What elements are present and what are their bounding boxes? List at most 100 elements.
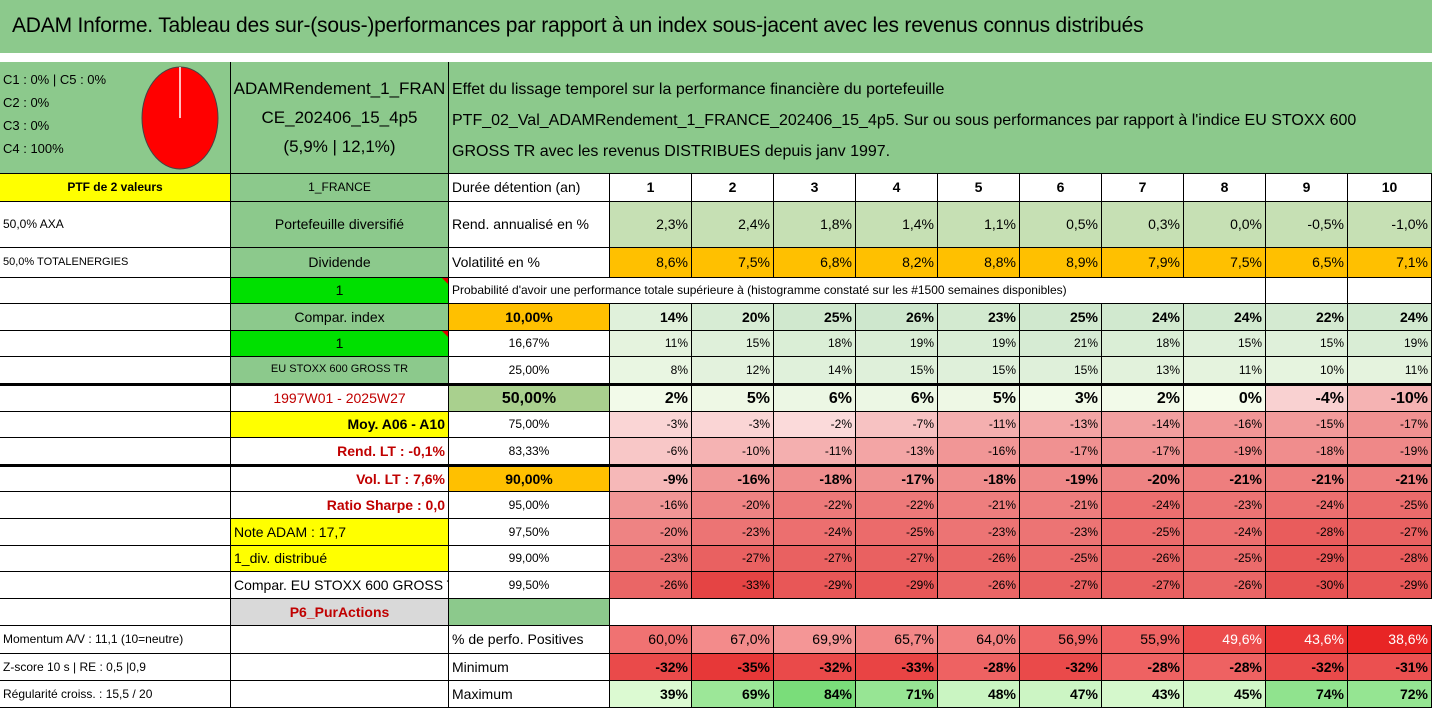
info-cell: Régularité croiss. : 15,5 / 20 bbox=[0, 681, 231, 708]
quantile-value: -28% bbox=[1266, 519, 1348, 546]
quantile-value: -9% bbox=[610, 465, 692, 492]
quantile-value: -21% bbox=[1020, 492, 1102, 519]
volatility-value: 7,1% bbox=[1348, 248, 1432, 278]
annualized-return-value: 0,0% bbox=[1184, 202, 1266, 248]
quantile-value: -22% bbox=[856, 492, 938, 519]
quantile-value: 11% bbox=[1348, 357, 1432, 384]
positive-performance-value: 56,9% bbox=[1020, 626, 1102, 654]
quantile-value: -22% bbox=[774, 492, 856, 519]
volatility-value: 8,2% bbox=[856, 248, 938, 278]
quantile-value: -18% bbox=[774, 465, 856, 492]
quantile-value: -11% bbox=[774, 438, 856, 465]
quantile-value: 15% bbox=[856, 357, 938, 384]
empty-cell bbox=[231, 681, 449, 708]
quantile-value: 15% bbox=[1266, 331, 1348, 357]
info-cell bbox=[0, 357, 231, 384]
info-cell bbox=[0, 384, 231, 412]
label-cell: Dividende bbox=[231, 248, 449, 278]
volatility-value: 8,6% bbox=[610, 248, 692, 278]
empty-cell bbox=[938, 599, 1020, 626]
quantile-value: -27% bbox=[774, 546, 856, 572]
quantile-value: -4% bbox=[1266, 384, 1348, 412]
info-cell bbox=[0, 331, 231, 357]
quantile-value: -23% bbox=[692, 519, 774, 546]
portfolio-name-line: CE_202406_15_4p5 bbox=[261, 108, 418, 127]
quantile-value: -25% bbox=[1184, 546, 1266, 572]
info-cell bbox=[0, 599, 231, 626]
annualized-return-value: 2,4% bbox=[692, 202, 774, 248]
volatility-value: 7,5% bbox=[1184, 248, 1266, 278]
quantile-value: 0% bbox=[1184, 384, 1266, 412]
empty-cell bbox=[1348, 599, 1432, 626]
quantile-value: 15% bbox=[1184, 331, 1266, 357]
quantile-value: 11% bbox=[1184, 357, 1266, 384]
quantile-value: -2% bbox=[774, 412, 856, 438]
positive-performance-value: 69,9% bbox=[774, 626, 856, 654]
quantile-value: -18% bbox=[938, 465, 1020, 492]
quantile-value: -24% bbox=[1184, 519, 1266, 546]
info-cell: Z-score 10 s | RE : 0,5 |0,9 bbox=[0, 654, 231, 681]
quantile-value: -11% bbox=[938, 412, 1020, 438]
quantile-value: 14% bbox=[774, 357, 856, 384]
quantile-value: -29% bbox=[1348, 572, 1432, 599]
quantile-value: -19% bbox=[1348, 438, 1432, 465]
quantile-value: 13% bbox=[1102, 357, 1184, 384]
minimum-value: -32% bbox=[774, 654, 856, 681]
maximum-value: 84% bbox=[774, 681, 856, 708]
quantile-value: 18% bbox=[774, 331, 856, 357]
quantile-value: 11% bbox=[610, 331, 692, 357]
quantile-value: -23% bbox=[1020, 519, 1102, 546]
probability-caption: Probabilité d'avoir une performance tota… bbox=[449, 278, 1266, 304]
quantile-value: -20% bbox=[692, 492, 774, 519]
label-cell: Portefeuille diversifié bbox=[231, 202, 449, 248]
positive-performance-value: 49,6% bbox=[1184, 626, 1266, 654]
empty-cell bbox=[231, 626, 449, 654]
maximum-value: 45% bbox=[1184, 681, 1266, 708]
quantile-value: -29% bbox=[774, 572, 856, 599]
quantile-value: -27% bbox=[1348, 519, 1432, 546]
quantile-value: -16% bbox=[610, 492, 692, 519]
info-cell bbox=[0, 465, 231, 492]
label-cell: 1 bbox=[231, 331, 449, 357]
quantile-value: -21% bbox=[938, 492, 1020, 519]
maximum-value: 43% bbox=[1102, 681, 1184, 708]
quantile-value: -10% bbox=[1348, 384, 1432, 412]
maximum-value: 39% bbox=[610, 681, 692, 708]
quantile-value: -21% bbox=[1184, 465, 1266, 492]
positive-performance-label: % de perfo. Positives bbox=[449, 626, 610, 654]
quantile-value: -25% bbox=[1348, 492, 1432, 519]
quantile-value: -17% bbox=[1020, 438, 1102, 465]
info-cell bbox=[0, 519, 231, 546]
annualized-return-value: 0,3% bbox=[1102, 202, 1184, 248]
report-title: ADAM Informe. Tableau des sur-(sous-)per… bbox=[12, 14, 1144, 37]
quantile-value: -3% bbox=[692, 412, 774, 438]
quantile-value: -29% bbox=[856, 572, 938, 599]
quantile-value: -19% bbox=[1184, 438, 1266, 465]
quantile-value: -15% bbox=[1266, 412, 1348, 438]
quantile-value: -24% bbox=[1102, 492, 1184, 519]
quantile-label: 16,67% bbox=[449, 331, 610, 357]
quantile-value: -25% bbox=[856, 519, 938, 546]
year-header: 5 bbox=[938, 174, 1020, 202]
quantile-value: -30% bbox=[1266, 572, 1348, 599]
quantile-value: -26% bbox=[1184, 572, 1266, 599]
positive-performance-value: 67,0% bbox=[692, 626, 774, 654]
quantile-label: 25,00% bbox=[449, 357, 610, 384]
quantile-value: -29% bbox=[1266, 546, 1348, 572]
empty-cell bbox=[1184, 599, 1266, 626]
maximum-value: 47% bbox=[1020, 681, 1102, 708]
annualized-return-label: Rend. annualisé en % bbox=[449, 202, 610, 248]
quantile-label: 75,00% bbox=[449, 412, 610, 438]
empty-cell bbox=[692, 599, 774, 626]
empty-cell bbox=[449, 599, 610, 626]
info-cell bbox=[0, 546, 231, 572]
annualized-return-value: -0,5% bbox=[1266, 202, 1348, 248]
info-cell: 50,0% AXA bbox=[0, 202, 231, 248]
minimum-value: -28% bbox=[1102, 654, 1184, 681]
quantile-value: 23% bbox=[938, 304, 1020, 331]
maximum-label: Maximum bbox=[449, 681, 610, 708]
minimum-value: -28% bbox=[1184, 654, 1266, 681]
minimum-value: -33% bbox=[856, 654, 938, 681]
description-line: GROSS TR avec les revenus DISTRIBUES dep… bbox=[452, 143, 891, 160]
